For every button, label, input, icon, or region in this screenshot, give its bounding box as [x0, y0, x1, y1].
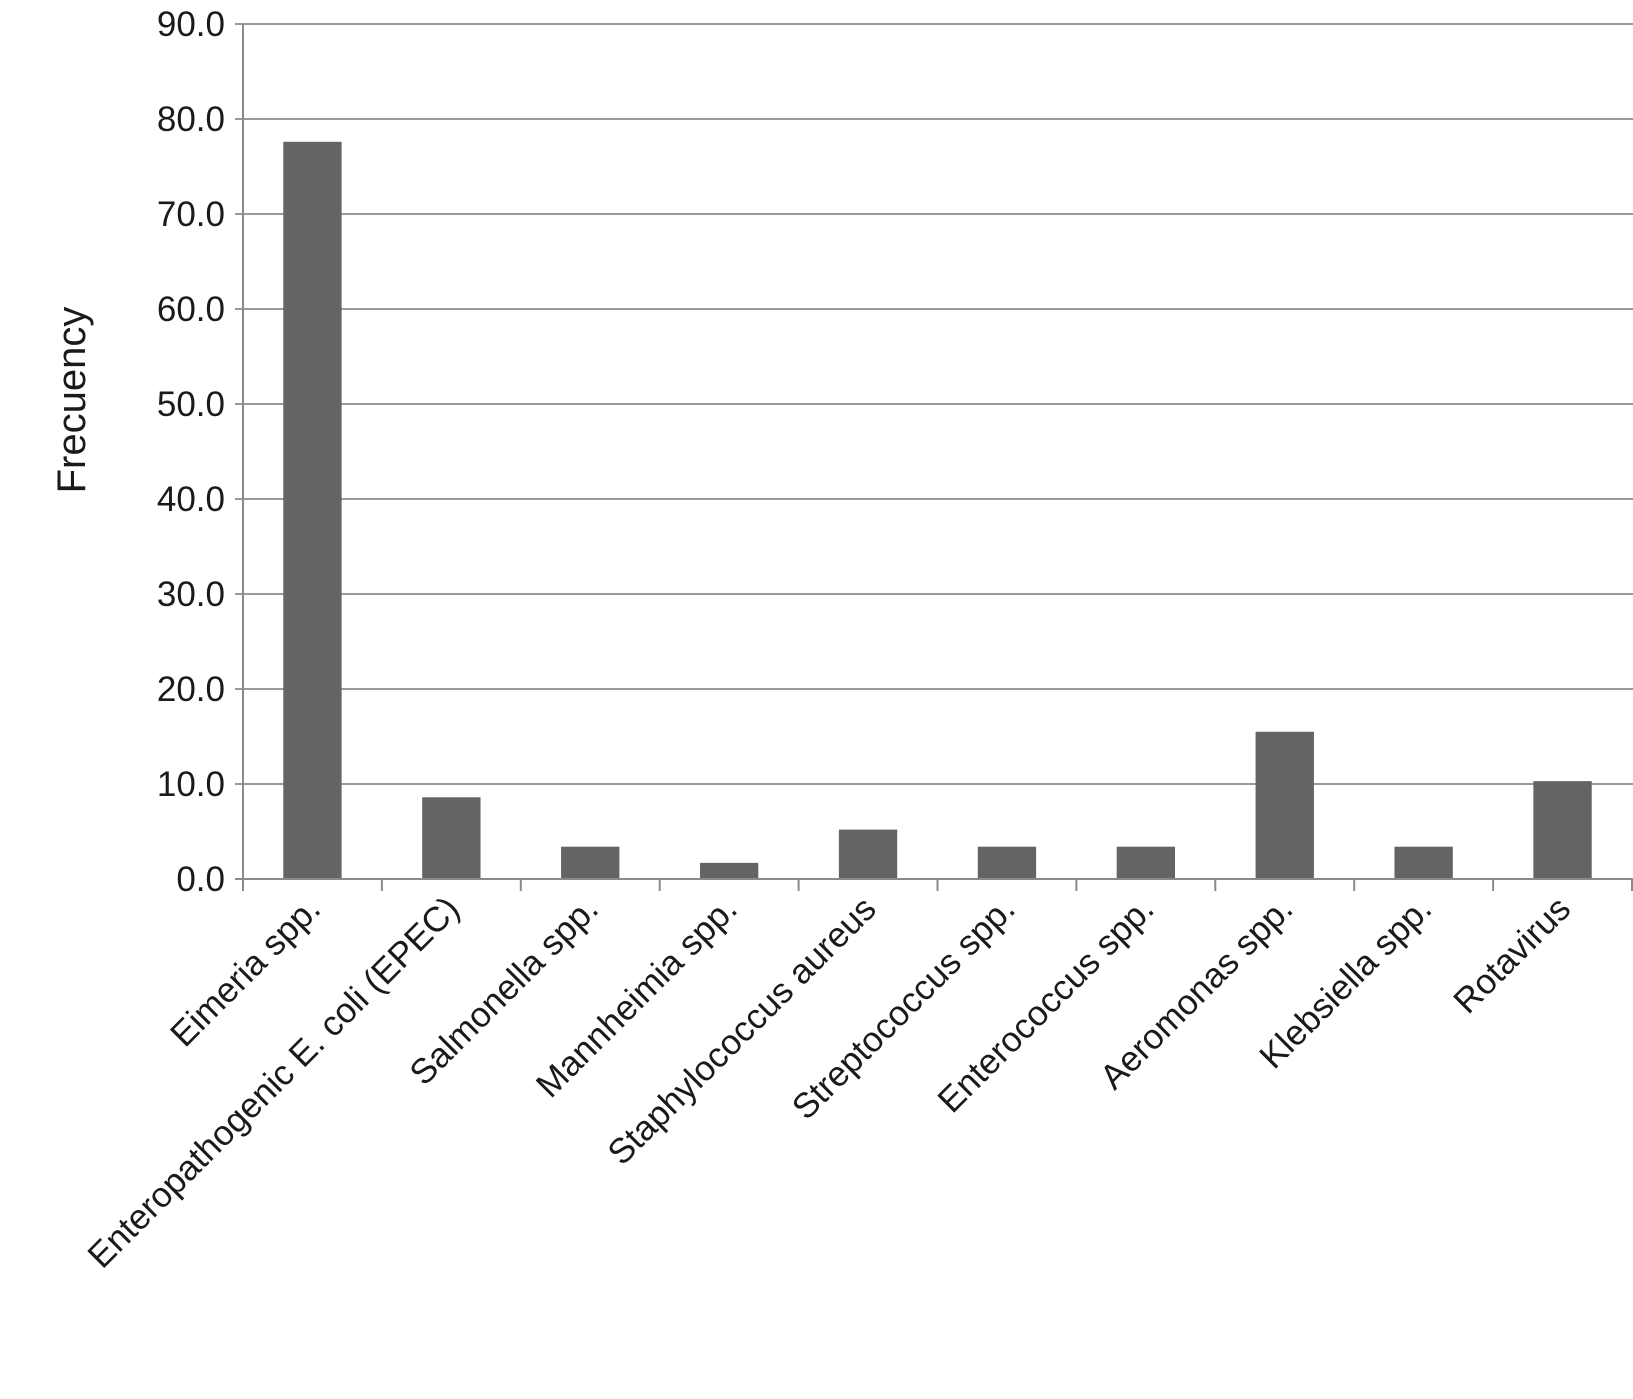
bar	[977, 846, 1037, 879]
bar	[699, 862, 759, 879]
y-tick-label: 0.0	[176, 860, 225, 899]
y-tick-labels: 0.0 10.0 20.0 30.0 40.0 50.0 60.0 70.0 80.0 90.0	[157, 5, 225, 899]
x-tick-labels: Eimeria spp.Enteropathogenic E. coli (EP…	[80, 889, 1578, 1276]
y-tick-label: 90.0	[157, 5, 225, 44]
y-tick-label: 70.0	[157, 195, 225, 234]
y-tick-label: 30.0	[157, 575, 225, 614]
bar	[1255, 731, 1314, 879]
x-tick-label: Staphylococcus aureus	[600, 889, 883, 1172]
y-tick-label: 10.0	[157, 765, 225, 804]
bar	[561, 846, 620, 879]
bars	[283, 141, 1592, 880]
bar	[1116, 846, 1176, 879]
y-tick-label: 80.0	[157, 100, 225, 139]
y-tick-label: 40.0	[157, 480, 225, 519]
bar	[422, 797, 481, 879]
x-tick-label: Rotavirus	[1446, 889, 1578, 1021]
y-tick-label: 50.0	[157, 385, 225, 424]
y-tick-label: 60.0	[157, 290, 225, 329]
y-axis-title: Frecuency	[50, 307, 94, 494]
axes	[235, 24, 1633, 891]
gridlines	[235, 23, 1633, 785]
bar	[1394, 846, 1453, 879]
bar	[838, 829, 898, 879]
y-tick-label: 20.0	[157, 670, 225, 709]
bar	[283, 141, 342, 880]
bar	[1533, 781, 1592, 879]
